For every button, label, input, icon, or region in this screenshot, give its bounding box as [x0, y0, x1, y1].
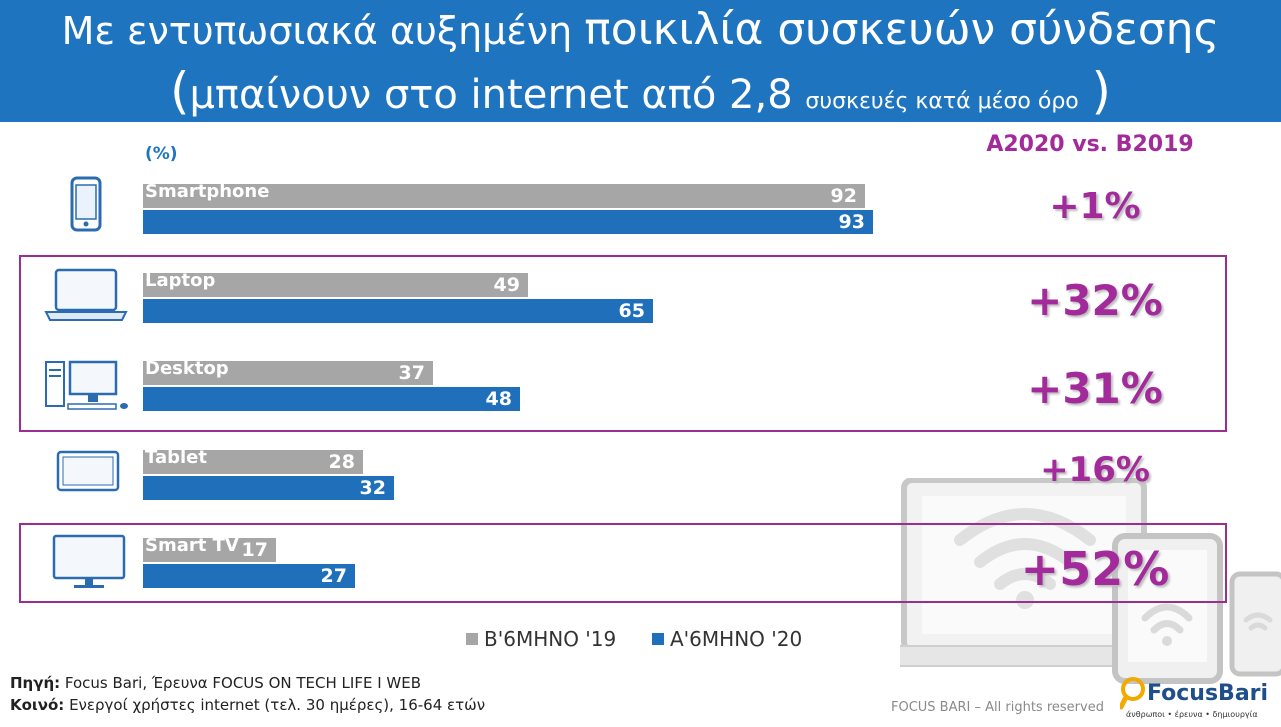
category-label: Smart TV	[145, 535, 239, 556]
title-line-2-part-b: συσκευές κατά μέσο όρο	[805, 89, 1079, 114]
category-label: Desktop	[145, 358, 229, 379]
laptop-icon	[44, 268, 128, 321]
bar-laptop-2019: Laptop 49	[143, 270, 528, 297]
data-label: 93	[838, 211, 865, 233]
logo-tagline: άνθρωποι • έρευνα • δημιουργία	[1126, 710, 1258, 719]
source-label: Πηγή:	[10, 674, 61, 692]
legend-swatch-2020	[652, 633, 664, 645]
bar-desktop-2020: 48	[143, 387, 520, 411]
data-label: 65	[618, 300, 645, 322]
rights-text: FOCUS BARI – All rights reserved	[891, 700, 1104, 715]
growth-label-tablet: +16%	[1040, 450, 1150, 490]
bar-tablet-2020: 32	[143, 476, 394, 500]
data-label: 92	[830, 185, 857, 207]
audience-label: Κοινό:	[10, 696, 65, 714]
bar-smart-tv-2020: 27	[143, 564, 355, 588]
title-paren-open: (	[169, 62, 190, 120]
smart-tv-icon	[52, 534, 126, 588]
legend-label-2020: Α'6ΜΗΝΟ '20	[670, 627, 803, 651]
title-line-2: (μπαίνουν στο internet από 2,8 συσκευές …	[0, 64, 1281, 129]
title-line-2-part-a: μπαίνουν στο internet από 2,8	[189, 72, 806, 118]
legend-item-2019: Β'6ΜΗΝΟ '19	[466, 627, 616, 651]
data-label: 28	[328, 451, 355, 473]
category-label: Laptop	[145, 270, 216, 291]
bar-laptop-2020: 65	[143, 299, 653, 323]
devices-wifi-illustration	[900, 478, 1281, 684]
category-label: Tablet	[145, 447, 207, 468]
bar-desktop-2019: Desktop 37	[143, 358, 433, 385]
title-line-1-part-b: ποικιλία συσκευών σύνδεσης	[584, 4, 1220, 55]
title-paren-close: )	[1091, 62, 1112, 120]
growth-label-smart-tv: +52%	[1020, 542, 1170, 596]
highlight-box-smart-tv	[19, 523, 1227, 603]
data-label: 32	[359, 477, 386, 499]
logo-text: FocusBari	[1147, 681, 1269, 706]
data-label: 17	[241, 539, 268, 561]
source-text: Focus Bari, Έρευνα FOCUS ON TECH LIFE I …	[60, 674, 421, 692]
data-label: 37	[398, 362, 425, 384]
bar-tablet-2019: Tablet 28	[143, 447, 363, 474]
audience-text: Ενεργοί χρήστες internet (τελ. 30 ημέρες…	[64, 696, 486, 714]
bar-smartphone-2020: 93	[143, 210, 873, 234]
unit-label: (%)	[145, 144, 178, 164]
bar-smartphone-2019: Smartphone 92	[143, 181, 865, 208]
smartphone-icon	[70, 176, 102, 232]
category-label: Smartphone	[145, 181, 270, 202]
footer-source: Πηγή: Focus Bari, Έρευνα FOCUS ON TECH L…	[10, 672, 485, 716]
growth-label-laptop: +32%	[1027, 276, 1163, 325]
comparison-label: A2020 vs. B2019	[986, 132, 1194, 157]
growth-label-desktop: +31%	[1027, 364, 1163, 413]
data-label: 27	[320, 565, 347, 587]
title-line-1: Με εντυπωσιακά αυξημένη ποικιλία συσκευώ…	[0, 6, 1281, 55]
legend-label-2019: Β'6ΜΗΝΟ '19	[484, 627, 617, 651]
bar-smart-tv-2019: Smart TV 17	[143, 535, 276, 562]
growth-label-smartphone: +1%	[1049, 186, 1141, 227]
legend-item-2020: Α'6ΜΗΝΟ '20	[652, 627, 802, 651]
desktop-icon	[45, 360, 128, 410]
focusbari-logo-icon	[1120, 677, 1145, 710]
tablet-icon	[56, 450, 120, 492]
data-label: 49	[493, 274, 520, 296]
title-line-1-part-a: Με εντυπωσιακά αυξημένη	[61, 9, 585, 53]
data-label: 48	[485, 388, 512, 410]
header-banner: Με εντυπωσιακά αυξημένη ποικιλία συσκευώ…	[0, 0, 1281, 122]
highlight-box-laptop-desktop	[19, 255, 1227, 432]
legend-swatch-2019	[466, 633, 478, 645]
